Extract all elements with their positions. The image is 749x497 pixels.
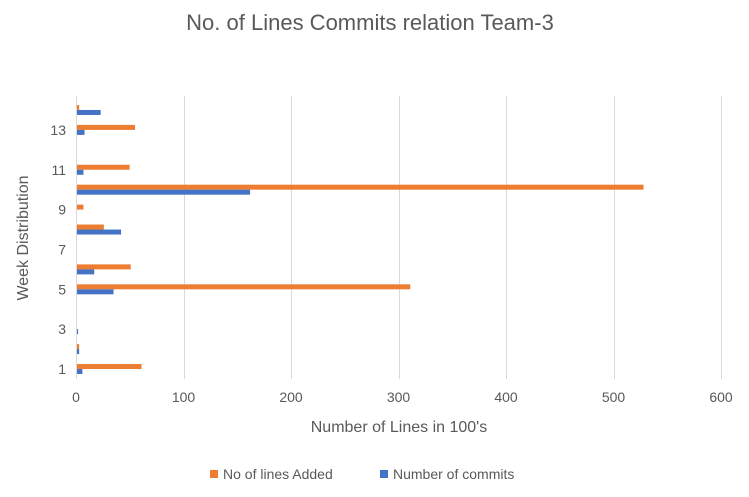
bar-lines-added-week-6 (77, 264, 131, 270)
x-axis-title: Number of Lines in 100's (311, 419, 487, 436)
bar-commits-week-10 (77, 189, 251, 195)
bar-commits-week-13 (77, 129, 85, 135)
legend-swatch-lines-added (210, 470, 218, 478)
y-tick-label-11: 11 (51, 162, 66, 178)
bar-lines-added-week-10 (77, 184, 644, 190)
bars (77, 104, 644, 375)
bar-lines-added-week-2 (77, 344, 80, 350)
bar-lines-added-week-1 (77, 364, 142, 370)
bar-commits-week-1 (77, 369, 83, 375)
bar-commits-week-8 (77, 229, 122, 235)
x-tick-label-400: 400 (494, 389, 518, 405)
legend: No of lines Added Number of commits (210, 466, 514, 482)
gridlines (76, 96, 722, 379)
y-tick-label-1: 1 (58, 361, 66, 377)
x-tick-labels: 0 100 200 300 400 500 600 (72, 389, 733, 405)
bar-commits-week-14 (77, 109, 101, 115)
x-tick-label-200: 200 (279, 389, 303, 405)
bar-commits-week-2 (77, 349, 80, 355)
bar-commits-week-5 (77, 289, 114, 295)
bar-commits-week-6 (77, 269, 95, 275)
bar-commits-week-3 (77, 329, 79, 335)
bar-commits-week-11 (77, 169, 84, 175)
x-tick-label-500: 500 (602, 389, 626, 405)
y-tick-label-9: 9 (58, 202, 66, 218)
y-tick-label-7: 7 (58, 241, 66, 257)
bar-lines-added-week-9 (77, 204, 84, 210)
y-tick-label-3: 3 (58, 321, 66, 337)
legend-swatch-commits (380, 470, 388, 478)
y-axis-title: Week Distribution (15, 175, 32, 300)
x-tick-label-100: 100 (172, 389, 196, 405)
bar-lines-added-week-14 (77, 104, 80, 110)
x-tick-label-300: 300 (387, 389, 411, 405)
chart-title: No. of Lines Commits relation Team-3 (186, 10, 554, 35)
legend-label-commits: Number of commits (393, 466, 514, 482)
bar-lines-added-week-13 (77, 124, 136, 130)
y-tick-label-5: 5 (58, 281, 66, 297)
bar-lines-added-week-11 (77, 164, 130, 170)
bar-lines-added-week-5 (77, 284, 411, 290)
x-tick-label-0: 0 (72, 389, 80, 405)
y-tick-label-13: 13 (50, 122, 66, 138)
bar-lines-added-week-8 (77, 224, 104, 230)
legend-label-lines-added: No of lines Added (223, 466, 333, 482)
x-tick-label-600: 600 (709, 389, 733, 405)
